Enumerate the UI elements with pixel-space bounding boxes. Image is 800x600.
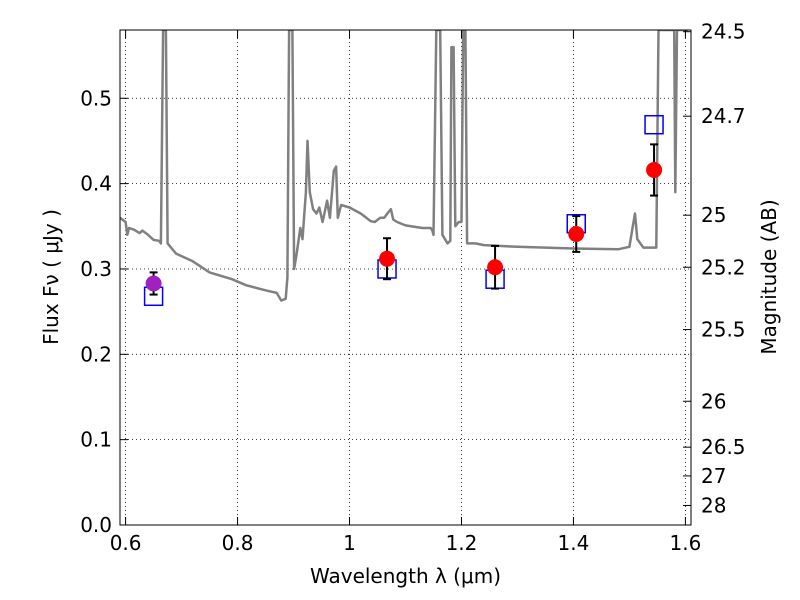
square-marker	[644, 114, 664, 135]
axis-ticks: 0.6 0.8 1 1.2 1.4 1.6 0.0 0.1 0.2 0.3 0.4 0.5 24.5 24…	[80, 20, 745, 555]
x-axis-label: Wavelength λ (μm)	[310, 564, 501, 588]
plot-frame	[119, 29, 692, 526]
right-tick-label: 27	[701, 464, 726, 488]
x-tick-label: 0.6	[110, 531, 142, 555]
circle-marker	[145, 275, 162, 292]
right-tick-label: 26	[701, 389, 726, 413]
right-tick-label: 28	[701, 493, 726, 517]
circle-marker	[487, 259, 504, 276]
y-axis-label: Flux Fν ( μJy )	[39, 209, 63, 345]
right-tick-label: 24.5	[701, 20, 746, 44]
y-tick-label: 0.4	[80, 172, 112, 196]
right-axis-label: Magnitude (AB)	[757, 199, 781, 354]
right-tick-label: 25.2	[701, 255, 746, 279]
x-tick-label: 0.8	[222, 531, 254, 555]
x-tick-label: 1.6	[669, 531, 701, 555]
y-tick-label: 0.0	[80, 513, 112, 537]
circle-marker	[568, 225, 585, 242]
plot-background	[120, 30, 691, 525]
circle-marker	[379, 250, 396, 267]
data-markers	[143, 114, 664, 307]
x-tick-label: 1	[343, 531, 356, 555]
model-spectrum	[120, 30, 689, 302]
spectrum-line	[120, 30, 689, 302]
grid	[120, 30, 691, 526]
x-tick-label: 1.2	[446, 531, 478, 555]
right-tick-label: 25.5	[701, 318, 746, 342]
right-tick-label: 24.7	[701, 104, 746, 128]
right-tick-label: 26.5	[701, 435, 746, 459]
x-tick-label: 1.4	[558, 531, 590, 555]
y-tick-label: 0.1	[80, 428, 112, 452]
y-tick-label: 0.3	[80, 257, 112, 281]
y-tick-label: 0.2	[80, 342, 112, 366]
right-tick-label: 25	[701, 203, 726, 227]
circle-marker	[646, 161, 663, 178]
y-tick-label: 0.5	[80, 86, 112, 110]
